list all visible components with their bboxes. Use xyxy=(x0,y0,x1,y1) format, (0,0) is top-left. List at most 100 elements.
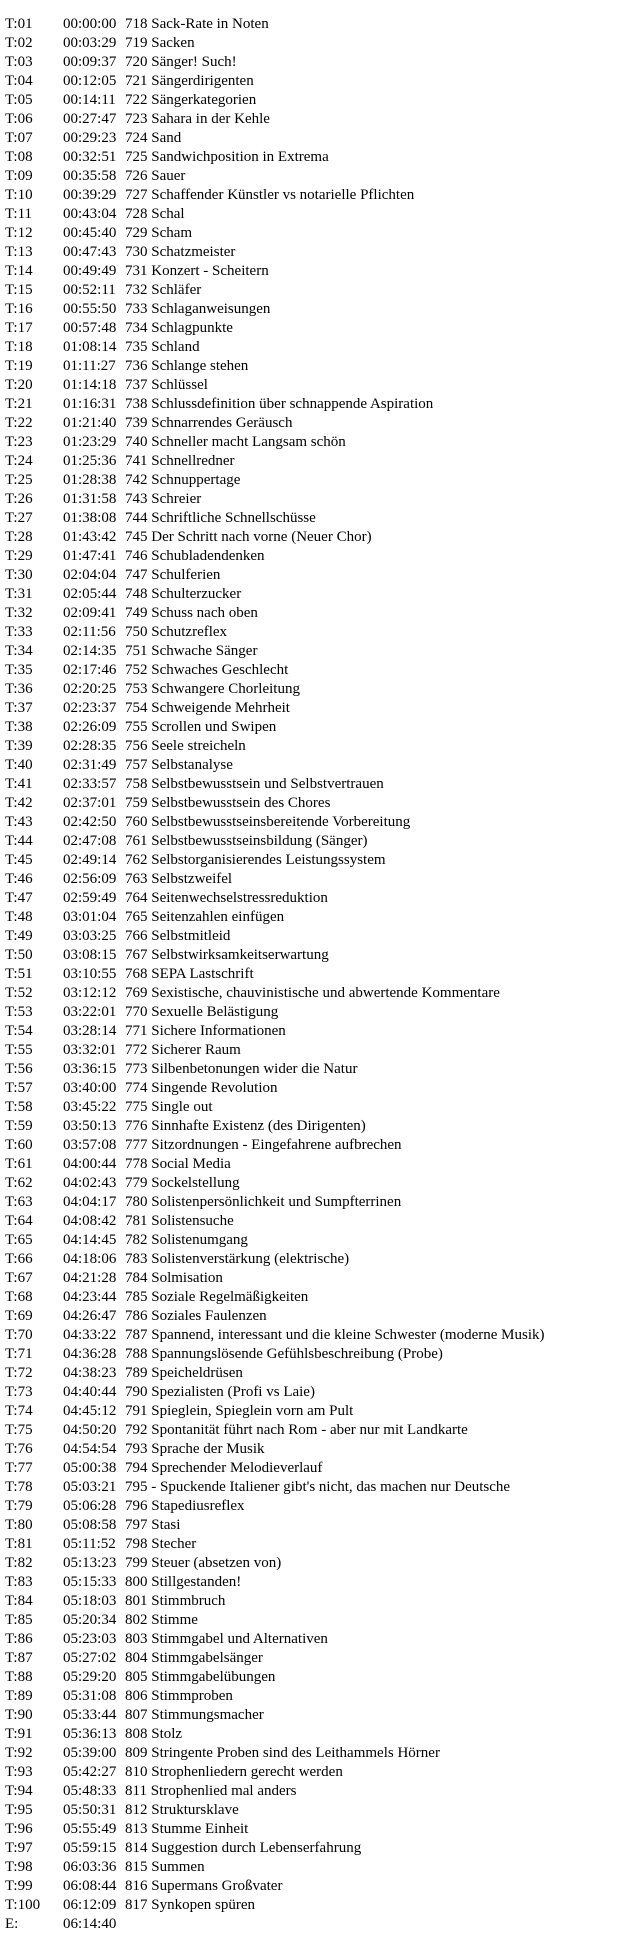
track-label: T:12 xyxy=(5,225,33,241)
track-label: T:65 xyxy=(5,1232,33,1248)
timestamp: 00:32:51 xyxy=(63,149,117,165)
chapter-row: T:70 04:33:22 787 Spannend, interessant … xyxy=(5,1326,631,1345)
track-label: T:76 xyxy=(5,1441,33,1457)
timestamp: 03:40:00 xyxy=(63,1080,117,1096)
chapter-row: T:57 03:40:00 774 Singende Revolution xyxy=(5,1079,631,1098)
timestamp: 01:28:38 xyxy=(63,472,117,488)
chapter-row: T:62 04:02:43 779 Sockelstellung xyxy=(5,1174,631,1193)
chapter-title: 735 Schland xyxy=(125,339,200,355)
timestamp: 05:15:33 xyxy=(63,1574,117,1590)
track-label: T:07 xyxy=(5,130,33,146)
track-label: T:91 xyxy=(5,1726,33,1742)
chapter-title: 760 Selbstbewusstseinsbereitende Vorbere… xyxy=(125,814,411,830)
track-label: T:36 xyxy=(5,681,33,697)
chapter-title: 790 Spezialisten (Profi vs Laie) xyxy=(125,1384,315,1400)
track-label: T:10 xyxy=(5,187,33,203)
track-label: T:18 xyxy=(5,339,33,355)
chapter-title: 743 Schreier xyxy=(125,491,202,507)
chapter-row: T:09 00:35:58 726 Sauer xyxy=(5,167,631,186)
chapter-row: T:96 05:55:49 813 Stumme Einheit xyxy=(5,1820,631,1839)
chapter-title: 744 Schriftliche Schnellschüsse xyxy=(125,510,316,526)
timestamp: 04:23:44 xyxy=(63,1289,117,1305)
chapter-row: T:44 02:47:08 761 Selbstbewusstseinsbild… xyxy=(5,832,631,851)
track-label: T:51 xyxy=(5,966,33,982)
track-label: T:08 xyxy=(5,149,33,165)
chapter-row: T:69 04:26:47 786 Soziales Faulenzen xyxy=(5,1307,631,1326)
chapter-row: T:21 01:16:31 738 Schlussdefinition über… xyxy=(5,395,631,414)
track-label: T:100 xyxy=(5,1897,41,1913)
track-label: T:55 xyxy=(5,1042,33,1058)
chapter-title: 729 Scham xyxy=(125,225,193,241)
chapter-row: T:28 01:43:42 745 Der Schritt nach vorne… xyxy=(5,528,631,547)
timestamp: 00:27:47 xyxy=(63,111,117,127)
timestamp: 02:49:14 xyxy=(63,852,117,868)
chapter-row: T:19 01:11:27 736 Schlange stehen xyxy=(5,357,631,376)
timestamp: 03:08:15 xyxy=(63,947,117,963)
track-label: T:19 xyxy=(5,358,33,374)
track-label: T:43 xyxy=(5,814,33,830)
track-label: T:60 xyxy=(5,1137,33,1153)
chapter-row: T:26 01:31:58 743 Schreier xyxy=(5,490,631,509)
timestamp: 05:55:49 xyxy=(63,1821,117,1837)
track-label: T:80 xyxy=(5,1517,33,1533)
chapter-title: 732 Schläfer xyxy=(125,282,202,298)
track-label: T:70 xyxy=(5,1327,33,1343)
timestamp: 01:21:40 xyxy=(63,415,117,431)
chapter-title: 759 Selbstbewusstsein des Chores xyxy=(125,795,331,811)
timestamp: 05:13:23 xyxy=(63,1555,117,1571)
track-label: T:79 xyxy=(5,1498,33,1514)
chapter-row: T:67 04:21:28 784 Solmisation xyxy=(5,1269,631,1288)
chapter-row: T:52 03:12:12 769 Sexistische, chauvinis… xyxy=(5,984,631,1003)
track-label: T:53 xyxy=(5,1004,33,1020)
chapter-title: 763 Selbstzweifel xyxy=(125,871,233,887)
timestamp: 05:48:33 xyxy=(63,1783,117,1799)
timestamp: 05:18:03 xyxy=(63,1593,117,1609)
track-label: T:78 xyxy=(5,1479,33,1495)
chapter-title: 768 SEPA Lastschrift xyxy=(125,966,254,982)
chapter-row: T:46 02:56:09 763 Selbstzweifel xyxy=(5,870,631,889)
chapter-row: T:91 05:36:13 808 Stolz xyxy=(5,1725,631,1744)
chapter-row: T:43 02:42:50 760 Selbstbewusstseinsbere… xyxy=(5,813,631,832)
timestamp: 01:38:08 xyxy=(63,510,117,526)
track-label: T:75 xyxy=(5,1422,33,1438)
chapter-title: 730 Schatzmeister xyxy=(125,244,236,260)
timestamp: 05:27:02 xyxy=(63,1650,117,1666)
track-label: T:38 xyxy=(5,719,33,735)
track-label: T:97 xyxy=(5,1840,33,1856)
chapter-title: 816 Supermans Großvater xyxy=(125,1878,283,1894)
chapter-title: 742 Schnuppertage xyxy=(125,472,241,488)
timestamp: 02:23:37 xyxy=(63,700,117,716)
track-label: T:94 xyxy=(5,1783,33,1799)
chapter-title: 752 Schwaches Geschlecht xyxy=(125,662,289,678)
timestamp: 05:11:52 xyxy=(63,1536,116,1552)
track-label: T:35 xyxy=(5,662,33,678)
track-label: T:74 xyxy=(5,1403,33,1419)
chapter-title: 750 Schutzreflex xyxy=(125,624,228,640)
track-label: T:22 xyxy=(5,415,33,431)
track-label: T:16 xyxy=(5,301,33,317)
chapter-title: 736 Schlange stehen xyxy=(125,358,249,374)
track-label: T:57 xyxy=(5,1080,33,1096)
track-label: T:30 xyxy=(5,567,33,583)
track-label: T:67 xyxy=(5,1270,33,1286)
timestamp: 04:18:06 xyxy=(63,1251,117,1267)
chapter-title: 747 Schulferien xyxy=(125,567,221,583)
chapter-title: 723 Sahara in der Kehle xyxy=(125,111,270,127)
timestamp: 00:14:11 xyxy=(63,92,116,108)
chapter-row: T:02 00:03:29 719 Sacken xyxy=(5,34,631,53)
track-label: T:49 xyxy=(5,928,33,944)
chapter-row: T:77 05:00:38 794 Sprechender Melodiever… xyxy=(5,1459,631,1478)
timestamp: 05:36:13 xyxy=(63,1726,117,1742)
track-label: T:40 xyxy=(5,757,33,773)
chapter-row: T:07 00:29:23 724 Sand xyxy=(5,129,631,148)
chapter-row: T:04 00:12:05 721 Sängerdirigenten xyxy=(5,72,631,91)
track-label: T:29 xyxy=(5,548,33,564)
timestamp: 03:36:15 xyxy=(63,1061,117,1077)
chapter-title: 756 Seele streicheln xyxy=(125,738,246,754)
track-label: T:47 xyxy=(5,890,33,906)
chapter-title: 796 Stapediusreflex xyxy=(125,1498,245,1514)
timestamp: 03:57:08 xyxy=(63,1137,117,1153)
chapter-row: T:53 03:22:01 770 Sexuelle Belästigung xyxy=(5,1003,631,1022)
chapter-row: T:50 03:08:15 767 Selbstwirksamkeitserwa… xyxy=(5,946,631,965)
track-label: T:45 xyxy=(5,852,33,868)
